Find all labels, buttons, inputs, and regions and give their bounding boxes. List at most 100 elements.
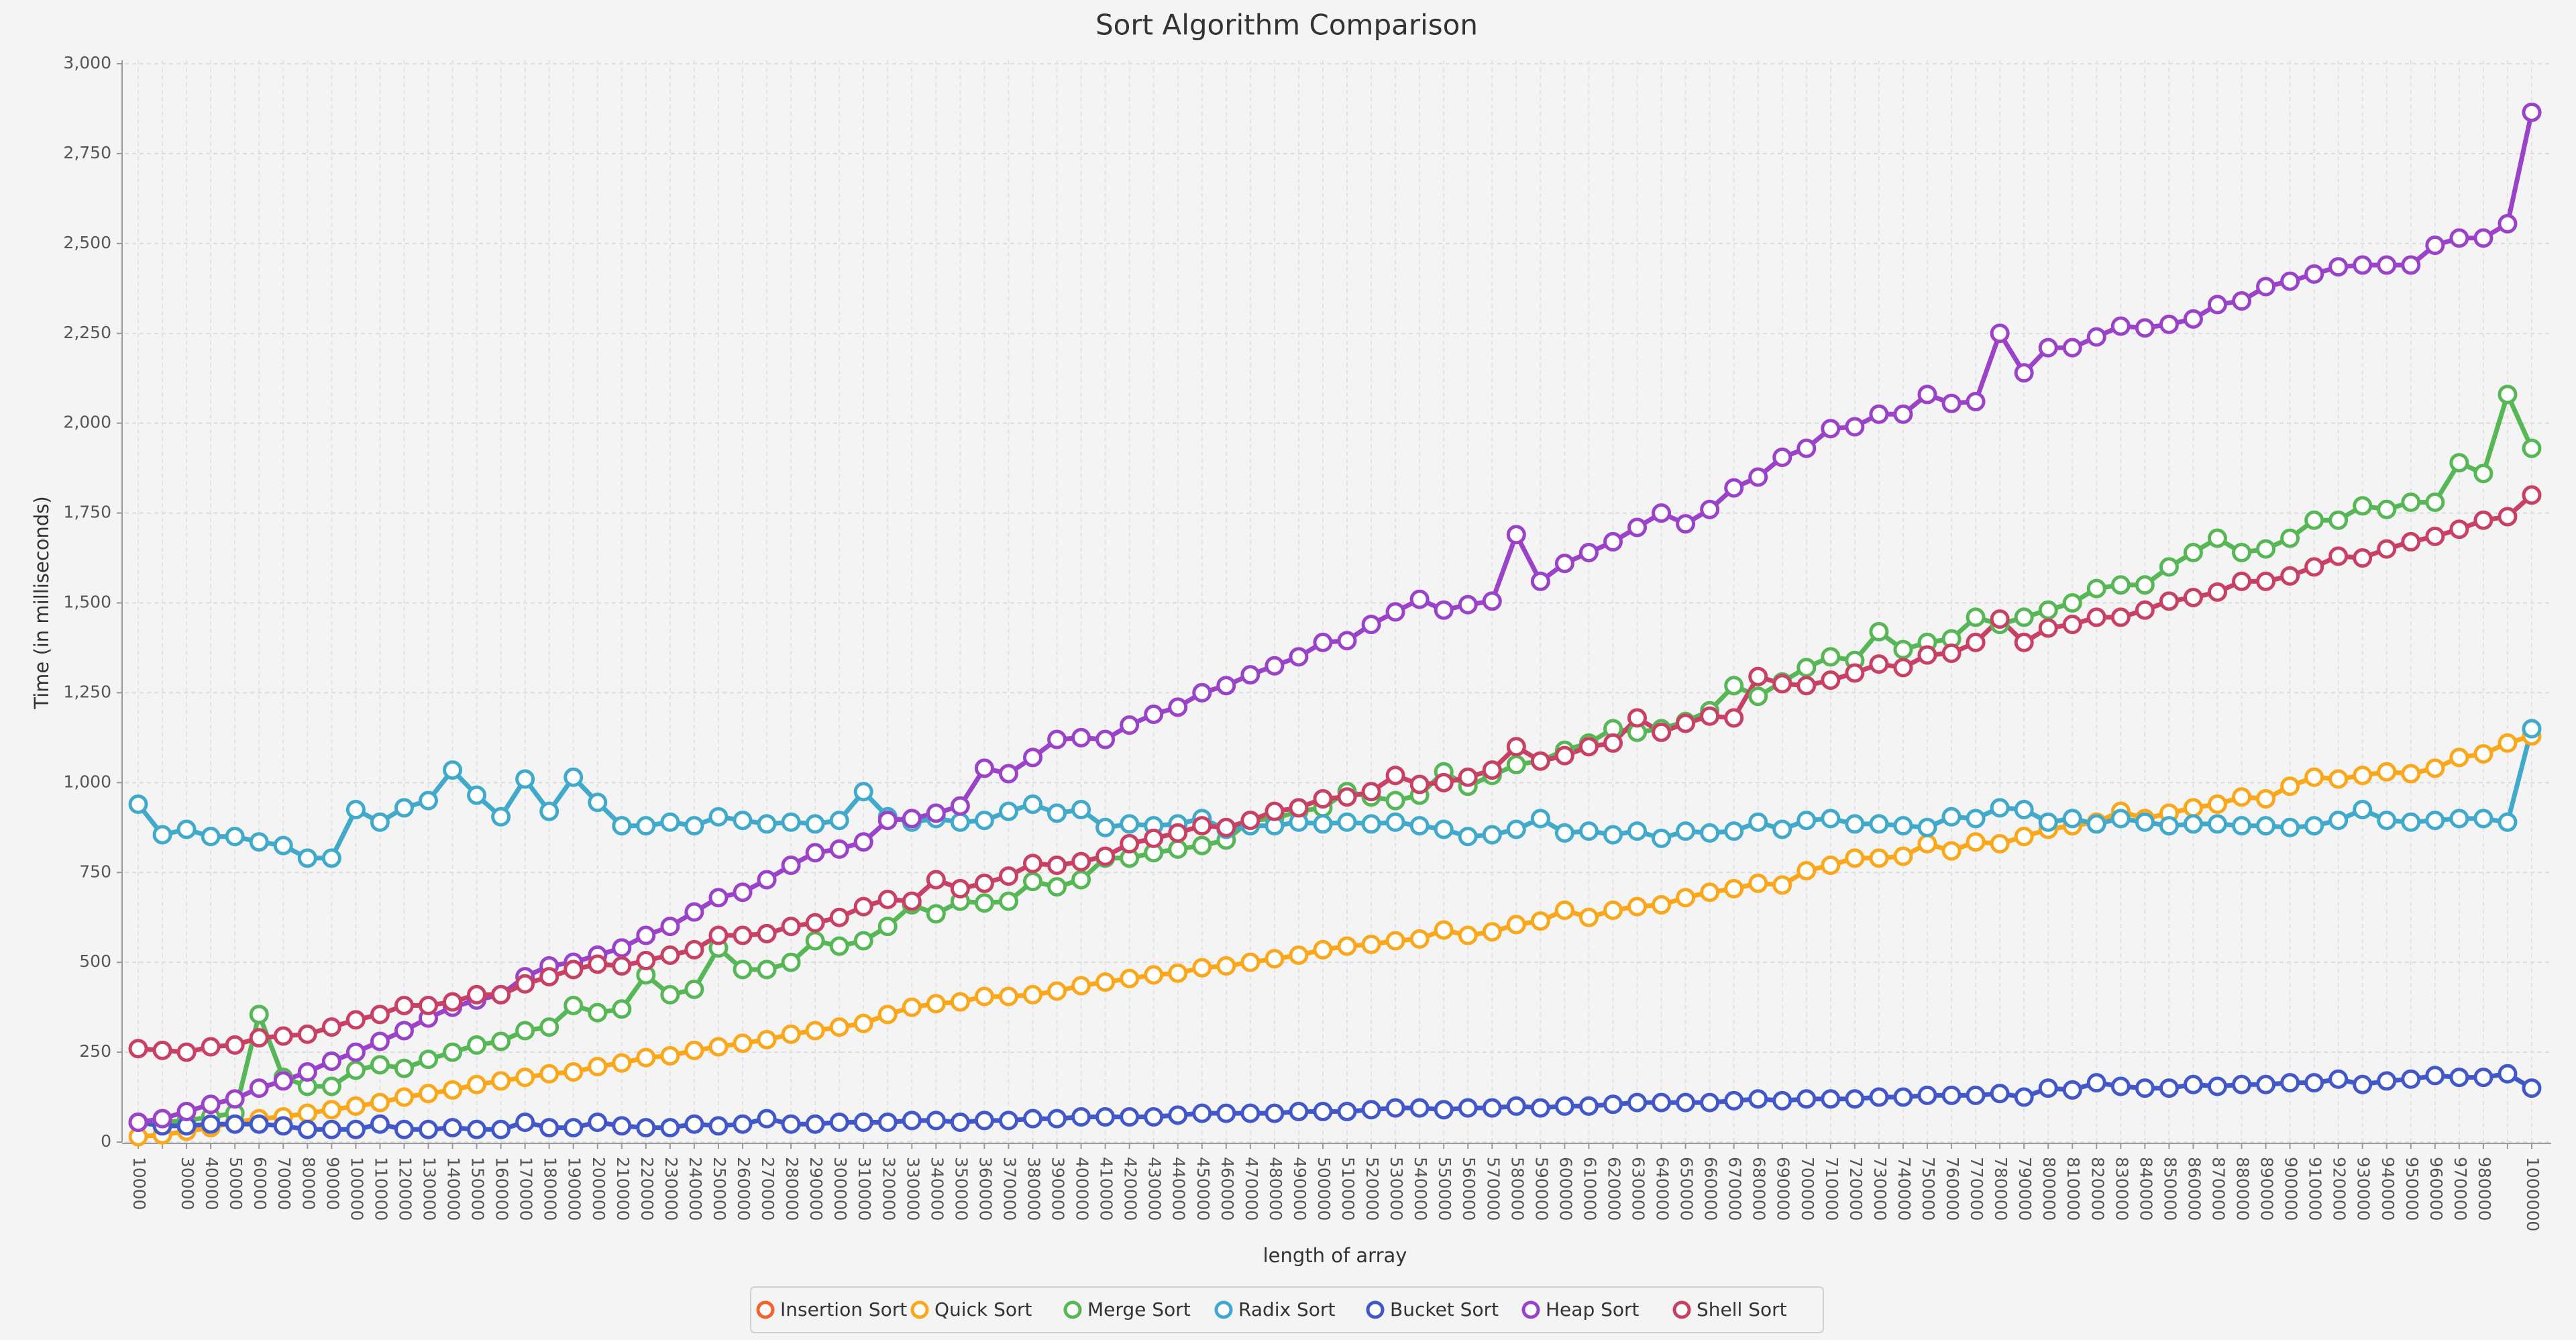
data-point (1869, 621, 1889, 641)
data-point (733, 882, 753, 903)
x-tick-label: 850000 (2160, 1157, 2180, 1221)
data-point (345, 1010, 366, 1030)
data-point (805, 843, 825, 863)
data-point (418, 1084, 438, 1104)
legend-label: Merge Sort (1087, 1298, 1191, 1321)
data-point (225, 1035, 245, 1055)
data-point (1652, 828, 1672, 848)
data-point (2353, 1074, 2373, 1094)
data-point (1748, 873, 1768, 893)
data-point (781, 856, 801, 876)
data-point (1724, 821, 1744, 841)
x-tick-label: 450000 (1193, 1157, 1213, 1221)
data-point (974, 873, 994, 893)
data-point (2498, 507, 2518, 527)
x-tick-label: 880000 (2233, 1157, 2253, 1221)
data-point (1120, 715, 1140, 735)
data-point (1966, 392, 1986, 412)
data-point (588, 1113, 608, 1133)
data-point (2377, 539, 2397, 559)
data-point (152, 825, 172, 845)
x-tick-label: 580000 (1507, 1157, 1527, 1221)
x-tick-label: 930000 (2354, 1157, 2373, 1221)
x-tick-label: 340000 (927, 1157, 947, 1221)
data-point (1289, 647, 1309, 667)
data-point (1700, 823, 1720, 843)
data-point (2183, 814, 2203, 834)
data-point (1700, 499, 1720, 519)
data-point (345, 1060, 366, 1080)
x-tick-label: 330000 (903, 1157, 922, 1221)
data-point (2280, 528, 2300, 548)
x-tick-label: 610000 (1580, 1157, 1599, 1221)
data-point (2038, 1078, 2058, 1098)
data-point (467, 1119, 487, 1139)
data-point (1434, 600, 1454, 620)
data-point (902, 891, 922, 911)
data-point (2473, 1068, 2493, 1088)
data-point (805, 814, 825, 834)
data-point (201, 1037, 221, 1057)
x-tick-label: 250000 (710, 1157, 729, 1221)
data-point (1772, 1090, 1792, 1111)
data-point (612, 816, 632, 836)
data-point (1603, 1094, 1623, 1115)
data-point (733, 1033, 753, 1053)
data-point (1652, 722, 1672, 742)
data-point (491, 984, 511, 1004)
data-point (2522, 102, 2542, 122)
data-point (1990, 1084, 2010, 1104)
data-point (2014, 1087, 2034, 1107)
data-point (1192, 682, 1212, 703)
y-tick-label: 2,000 (63, 413, 111, 432)
data-point (2328, 257, 2349, 277)
series-line (136, 728, 2534, 861)
data-point (684, 816, 704, 836)
data-point (1506, 1096, 1526, 1116)
data-point (1724, 478, 1744, 498)
data-point (998, 764, 1018, 784)
data-point (1240, 665, 1260, 685)
x-tick-label: 810000 (2063, 1157, 2083, 1221)
data-point (781, 812, 801, 832)
data-point (2232, 1074, 2252, 1094)
data-point (2425, 236, 2445, 256)
data-point (660, 917, 680, 937)
data-point (1530, 1098, 1550, 1118)
data-point (2232, 816, 2252, 836)
x-tick-label: 950000 (2402, 1157, 2422, 1221)
data-point (1022, 854, 1042, 874)
data-point (2522, 438, 2542, 458)
data-point (370, 1004, 390, 1025)
data-point (708, 1116, 729, 1136)
data-point (1700, 1092, 1720, 1113)
data-point (1482, 922, 1502, 942)
data-point (1313, 814, 1333, 834)
data-point (1168, 1105, 1188, 1125)
chart-title: Sort Algorithm Comparison (1095, 9, 1478, 42)
data-point (926, 1111, 946, 1131)
data-point (1796, 811, 1817, 831)
data-point (805, 913, 825, 933)
data-point (1893, 404, 1913, 424)
plot-area (128, 102, 2542, 1147)
data-point (1966, 809, 1986, 829)
x-tick-label: 440000 (1169, 1157, 1189, 1221)
legend: Insertion Sort Quick Sort Merge Sort Radix … (750, 1286, 1824, 1333)
data-point (1240, 811, 1260, 831)
data-point (2328, 1069, 2349, 1089)
data-point (273, 1026, 293, 1046)
data-point (1409, 929, 1430, 949)
data-point (1313, 788, 1333, 809)
data-point (2183, 587, 2203, 607)
data-point (853, 782, 873, 802)
x-tick-label: 550000 (1435, 1157, 1454, 1221)
x-tick-label: 970000 (2451, 1157, 2470, 1221)
x-tick-label: 540000 (1411, 1157, 1430, 1221)
data-point (853, 931, 873, 951)
data-point (1966, 832, 1986, 852)
data-point (588, 1002, 608, 1023)
data-point (443, 1080, 463, 1100)
data-point (974, 811, 994, 831)
data-point (1627, 708, 1648, 728)
